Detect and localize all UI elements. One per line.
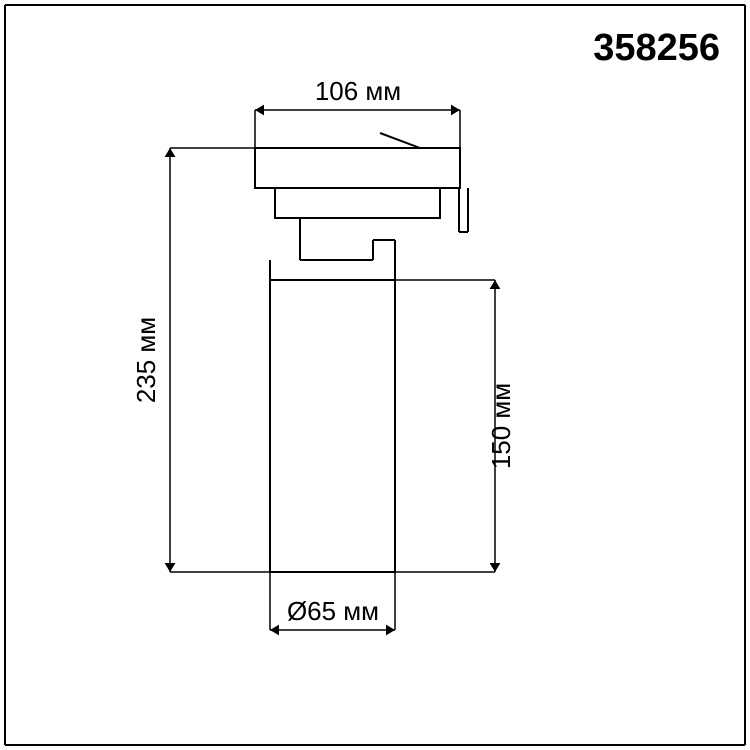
adapter-inner [275,188,440,218]
adapter-outer [255,148,460,188]
dim-label-width-top: 106 мм [315,76,401,106]
cylinder-body [270,280,395,572]
dim-label-height-right: 150 мм [486,383,516,469]
dim-label-height-left: 235 мм [131,317,161,403]
product-code: 358256 [593,27,720,69]
dim-label-diameter-bottom: Ø65 мм [287,596,379,626]
